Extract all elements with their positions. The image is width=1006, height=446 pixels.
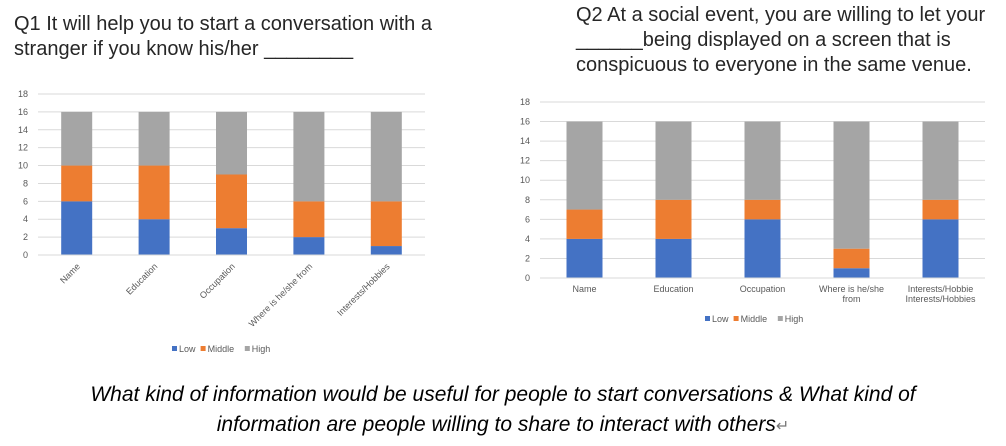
- q2-y-tick-label: 14: [520, 136, 530, 146]
- q2-bar-name-low: [566, 238, 603, 278]
- q1-legend-label-high: High: [252, 344, 271, 354]
- q1-x-tick-label: Education: [124, 261, 159, 296]
- q2-y-tick-label: 16: [520, 117, 530, 127]
- q2-bar-where-is-he-she-from-middle: [833, 248, 870, 269]
- q1-x-tick-label: Occupation: [198, 261, 237, 300]
- q2-bar-name-high: [566, 121, 603, 210]
- q1-bar-interests-hobbies-low: [370, 246, 402, 255]
- q1-y-tick-label: 14: [18, 125, 28, 135]
- q1-title: Q1 It will help you to start a conversat…: [14, 13, 438, 60]
- q2-x-tick-label: Interests/Hobbie Interests/Hobbies: [905, 284, 976, 304]
- caption-line-2-text: information are people willing to share …: [216, 413, 776, 436]
- q1-y-tick-label: 4: [23, 214, 28, 224]
- q2-y-tick-label: 10: [520, 175, 530, 185]
- q2-y-tick-label: 18: [520, 97, 530, 107]
- q2-legend-swatch-high: [777, 316, 783, 321]
- q1-bar-where-is-he-she-from-high: [293, 111, 325, 202]
- q1-bar-interests-hobbies-middle: [370, 201, 402, 247]
- q1-legend-label-low: Low: [179, 344, 196, 354]
- q1-bar-interests-hobbies-high: [370, 111, 402, 202]
- q2-x-tick-label: Where is he/she from: [819, 284, 884, 304]
- caption: What kind of information would be useful…: [0, 380, 1006, 442]
- q1-y-tick-label: 6: [23, 196, 28, 206]
- q1-y-tick-label: 16: [18, 107, 28, 117]
- q2-bar-education-high: [655, 121, 692, 200]
- q1-legend-swatch-low: [172, 346, 177, 351]
- q1-stacked-bar-chart: 0 2 4 6 8 10 12 14 16 18 Name Education Occupation Wh…: [18, 89, 425, 354]
- q1-bar-occupation-high: [216, 111, 247, 175]
- q1-y-tick-label: 10: [18, 161, 28, 171]
- q2-bar-occupation-middle: [744, 199, 781, 220]
- q2-legend-label-low: Low: [712, 314, 729, 324]
- q1-y-tick-label: 2: [23, 232, 28, 242]
- q2-y-tick-label: 2: [525, 253, 530, 263]
- q2-legend-label-middle: Middle: [741, 314, 768, 324]
- q2-y-tick-label: 4: [525, 234, 530, 244]
- q2-bar-occupation-low: [744, 219, 781, 278]
- q1-y-tick-label: 12: [18, 143, 28, 153]
- q1-x-tick-label: Where is he/she from: [247, 261, 315, 329]
- q2-stacked-bar-chart: 0 2 4 6 8 10 12 14 16 18 Name Education Occupation Wh…: [520, 97, 985, 324]
- q1-bar-occupation-middle: [216, 174, 247, 229]
- q2-y-tick-label: 12: [520, 156, 530, 166]
- q2-x-tick-label: Occupation: [740, 284, 786, 294]
- q1-bar-name-low: [61, 201, 93, 255]
- caption-line-2: information are people willing to share …: [0, 410, 1006, 442]
- q1-x-tick-label: Name: [58, 261, 82, 285]
- q2-legend-label-high: High: [785, 314, 804, 324]
- q2-y-tick-label: 0: [525, 273, 530, 283]
- q2-legend-swatch-middle: [733, 316, 739, 321]
- q2-bar-interests-hobbies-low: [922, 219, 959, 278]
- q2-bar-education-middle: [655, 199, 692, 239]
- q1-bar-name-middle: [61, 165, 93, 202]
- q1-legend-swatch-middle: [200, 346, 206, 351]
- q1-bar-education-middle: [138, 165, 170, 220]
- q1-bar-education-high: [138, 111, 170, 166]
- return-mark-icon: ↵: [775, 418, 790, 435]
- q2-bar-where-is-he-she-from-low: [833, 268, 870, 278]
- q1-y-tick-label: 0: [23, 250, 28, 260]
- q1-x-tick-label: Interests/Hobbies: [335, 261, 392, 318]
- q1-bar-name-high: [61, 111, 93, 166]
- q1-y-tick-label: 18: [18, 89, 28, 99]
- q2-bar-occupation-high: [744, 121, 781, 200]
- q2-x-tick-label: Education: [653, 284, 693, 294]
- q1-y-tick-label: 8: [23, 178, 28, 188]
- q2-bar-where-is-he-she-from-high: [833, 121, 870, 249]
- q1-legend-swatch-high: [244, 346, 250, 351]
- q2-bar-interests-hobbies-high: [922, 121, 959, 200]
- q2-y-tick-label: 8: [525, 195, 530, 205]
- q1-legend-label-middle: Middle: [208, 344, 235, 354]
- q2-title: Q2 At a social event, you are willing to…: [576, 4, 991, 76]
- q2-y-tick-label: 6: [525, 214, 530, 224]
- q1-bar-occupation-low: [216, 228, 247, 255]
- q2-bar-education-low: [655, 238, 692, 278]
- q2-legend-swatch-low: [705, 316, 710, 321]
- q1-bar-education-low: [138, 219, 170, 255]
- q2-bar-interests-hobbies-middle: [922, 199, 959, 220]
- q1-bar-where-is-he-she-from-low: [293, 237, 325, 255]
- q1-bar-where-is-he-she-from-middle: [293, 201, 325, 238]
- caption-line-1: What kind of information would be useful…: [90, 383, 916, 406]
- q2-bar-name-middle: [566, 209, 603, 239]
- q2-x-tick-label: Name: [572, 284, 596, 294]
